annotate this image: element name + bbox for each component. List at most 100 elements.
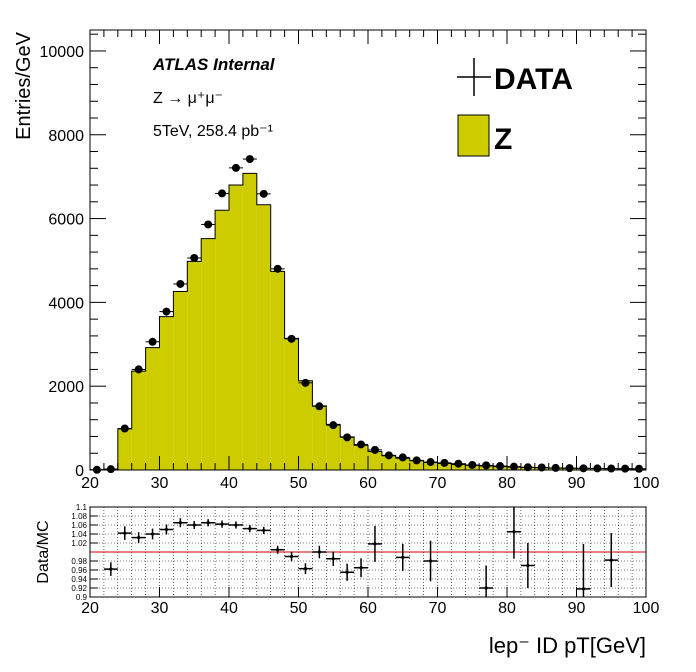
data-point [176, 279, 185, 288]
data-point [301, 378, 310, 387]
data-point [148, 337, 157, 346]
data-point [635, 464, 644, 473]
ratio-point [289, 554, 294, 559]
mc-bin-bar [131, 371, 146, 470]
ratio-point [526, 563, 530, 568]
mc-bin-bar [423, 462, 438, 470]
ratio-point [345, 570, 349, 574]
data-point [551, 463, 560, 472]
data-point [315, 402, 324, 411]
mc-bin-bar [312, 405, 327, 470]
data-point [454, 459, 463, 468]
data-point [426, 458, 435, 467]
mc-bin-bar [145, 347, 160, 470]
ratio-point [192, 523, 196, 527]
mc-bin-bar [284, 338, 299, 470]
data-point [218, 189, 227, 198]
ratio-point [359, 566, 363, 570]
data-point [412, 456, 421, 465]
x-tick-label: 70 [429, 475, 447, 492]
ratio-x-tick-label: 80 [498, 600, 516, 617]
ratio-point [262, 528, 266, 533]
ratio-y-tick-label: 0.94 [71, 575, 87, 584]
ratio-point [178, 521, 182, 525]
data-point [134, 365, 143, 374]
y-tick-label: 2000 [48, 379, 84, 396]
ratio-points [103, 507, 619, 597]
data-point [106, 465, 115, 474]
ratio-point [401, 555, 405, 560]
ratio-x-tick-label: 100 [633, 600, 660, 617]
ratio-point [248, 527, 252, 531]
mc-bin-bar [298, 380, 313, 470]
data-point [398, 453, 407, 462]
ratio-y-tick-label: 0.96 [71, 566, 87, 575]
x-tick-label: 100 [633, 475, 660, 492]
ratio-point [150, 532, 155, 536]
ratio-point [512, 530, 516, 534]
mc-histogram [89, 172, 647, 471]
mc-bin-bar [256, 204, 271, 470]
ratio-x-tick-label: 20 [81, 600, 99, 617]
data-point [593, 464, 602, 473]
ratio-x-tick-label: 50 [290, 600, 308, 617]
data-point [273, 264, 282, 273]
legend-mc-swatch [457, 114, 490, 157]
data-point [509, 462, 518, 471]
data-point [440, 458, 449, 467]
mc-bin-bar [270, 271, 285, 470]
mc-bin-bar [173, 291, 188, 470]
y-tick-label: 10000 [40, 44, 85, 61]
ratio-point [164, 527, 169, 532]
data-point [384, 451, 393, 460]
x-tick-label: 40 [220, 475, 238, 492]
ratio-y-tick-label: 0.98 [71, 557, 87, 566]
ratio-point [303, 567, 308, 571]
x-tick-label: 80 [498, 475, 516, 492]
mc-bin-bar [381, 455, 396, 470]
mc-bin-bar [340, 436, 355, 470]
ratio-x-tick-label: 90 [568, 600, 586, 617]
mc-bin-bar [117, 428, 132, 470]
y-tick-label: 4000 [48, 295, 84, 312]
data-point [621, 464, 630, 473]
mc-bin-bar [242, 173, 257, 471]
mc-bin-bar [229, 185, 243, 471]
ratio-plot-frame [89, 506, 647, 598]
mc-bin-bar [215, 210, 229, 470]
ratio-y-tick-label: 0.9 [76, 593, 88, 602]
data-point [287, 334, 296, 343]
ratio-x-tick-label: 60 [359, 600, 377, 617]
x-tick-label: 30 [151, 475, 169, 492]
data-point [482, 461, 491, 470]
data-point [343, 433, 352, 442]
ratio-point [220, 522, 224, 526]
data-point [162, 307, 171, 316]
legend-mc-label: Z [494, 123, 512, 156]
legend: DATA Z [457, 58, 573, 157]
x-axis-title: lep⁻ ID pT[GeV] [489, 633, 646, 658]
y-tick-label: 6000 [48, 212, 84, 229]
data-point [204, 220, 213, 229]
data-point [537, 463, 546, 472]
data-point [579, 464, 588, 473]
process-label: Z → μ⁺μ⁻ [153, 90, 223, 107]
ratio-x-tick-label: 40 [220, 600, 238, 617]
mc-bin-bar [354, 445, 368, 470]
ratio-point [276, 548, 280, 552]
mc-bin-bar [201, 238, 216, 470]
ratio-point [123, 531, 127, 535]
ratio-y-tick-label: 1.08 [71, 512, 87, 521]
ratio-y-tick-label: 1.06 [71, 521, 87, 530]
mc-bin-bar [326, 424, 341, 470]
data-point [329, 421, 338, 430]
data-point [190, 253, 199, 262]
experiment-label: ATLAS Internal [152, 55, 276, 74]
data-point [523, 463, 532, 472]
mc-bin-bar [187, 261, 202, 470]
ratio-point [317, 550, 321, 554]
ratio-y-tick-label: 0.92 [71, 584, 87, 593]
ratio-point [137, 536, 141, 540]
ratio-point [109, 567, 113, 571]
